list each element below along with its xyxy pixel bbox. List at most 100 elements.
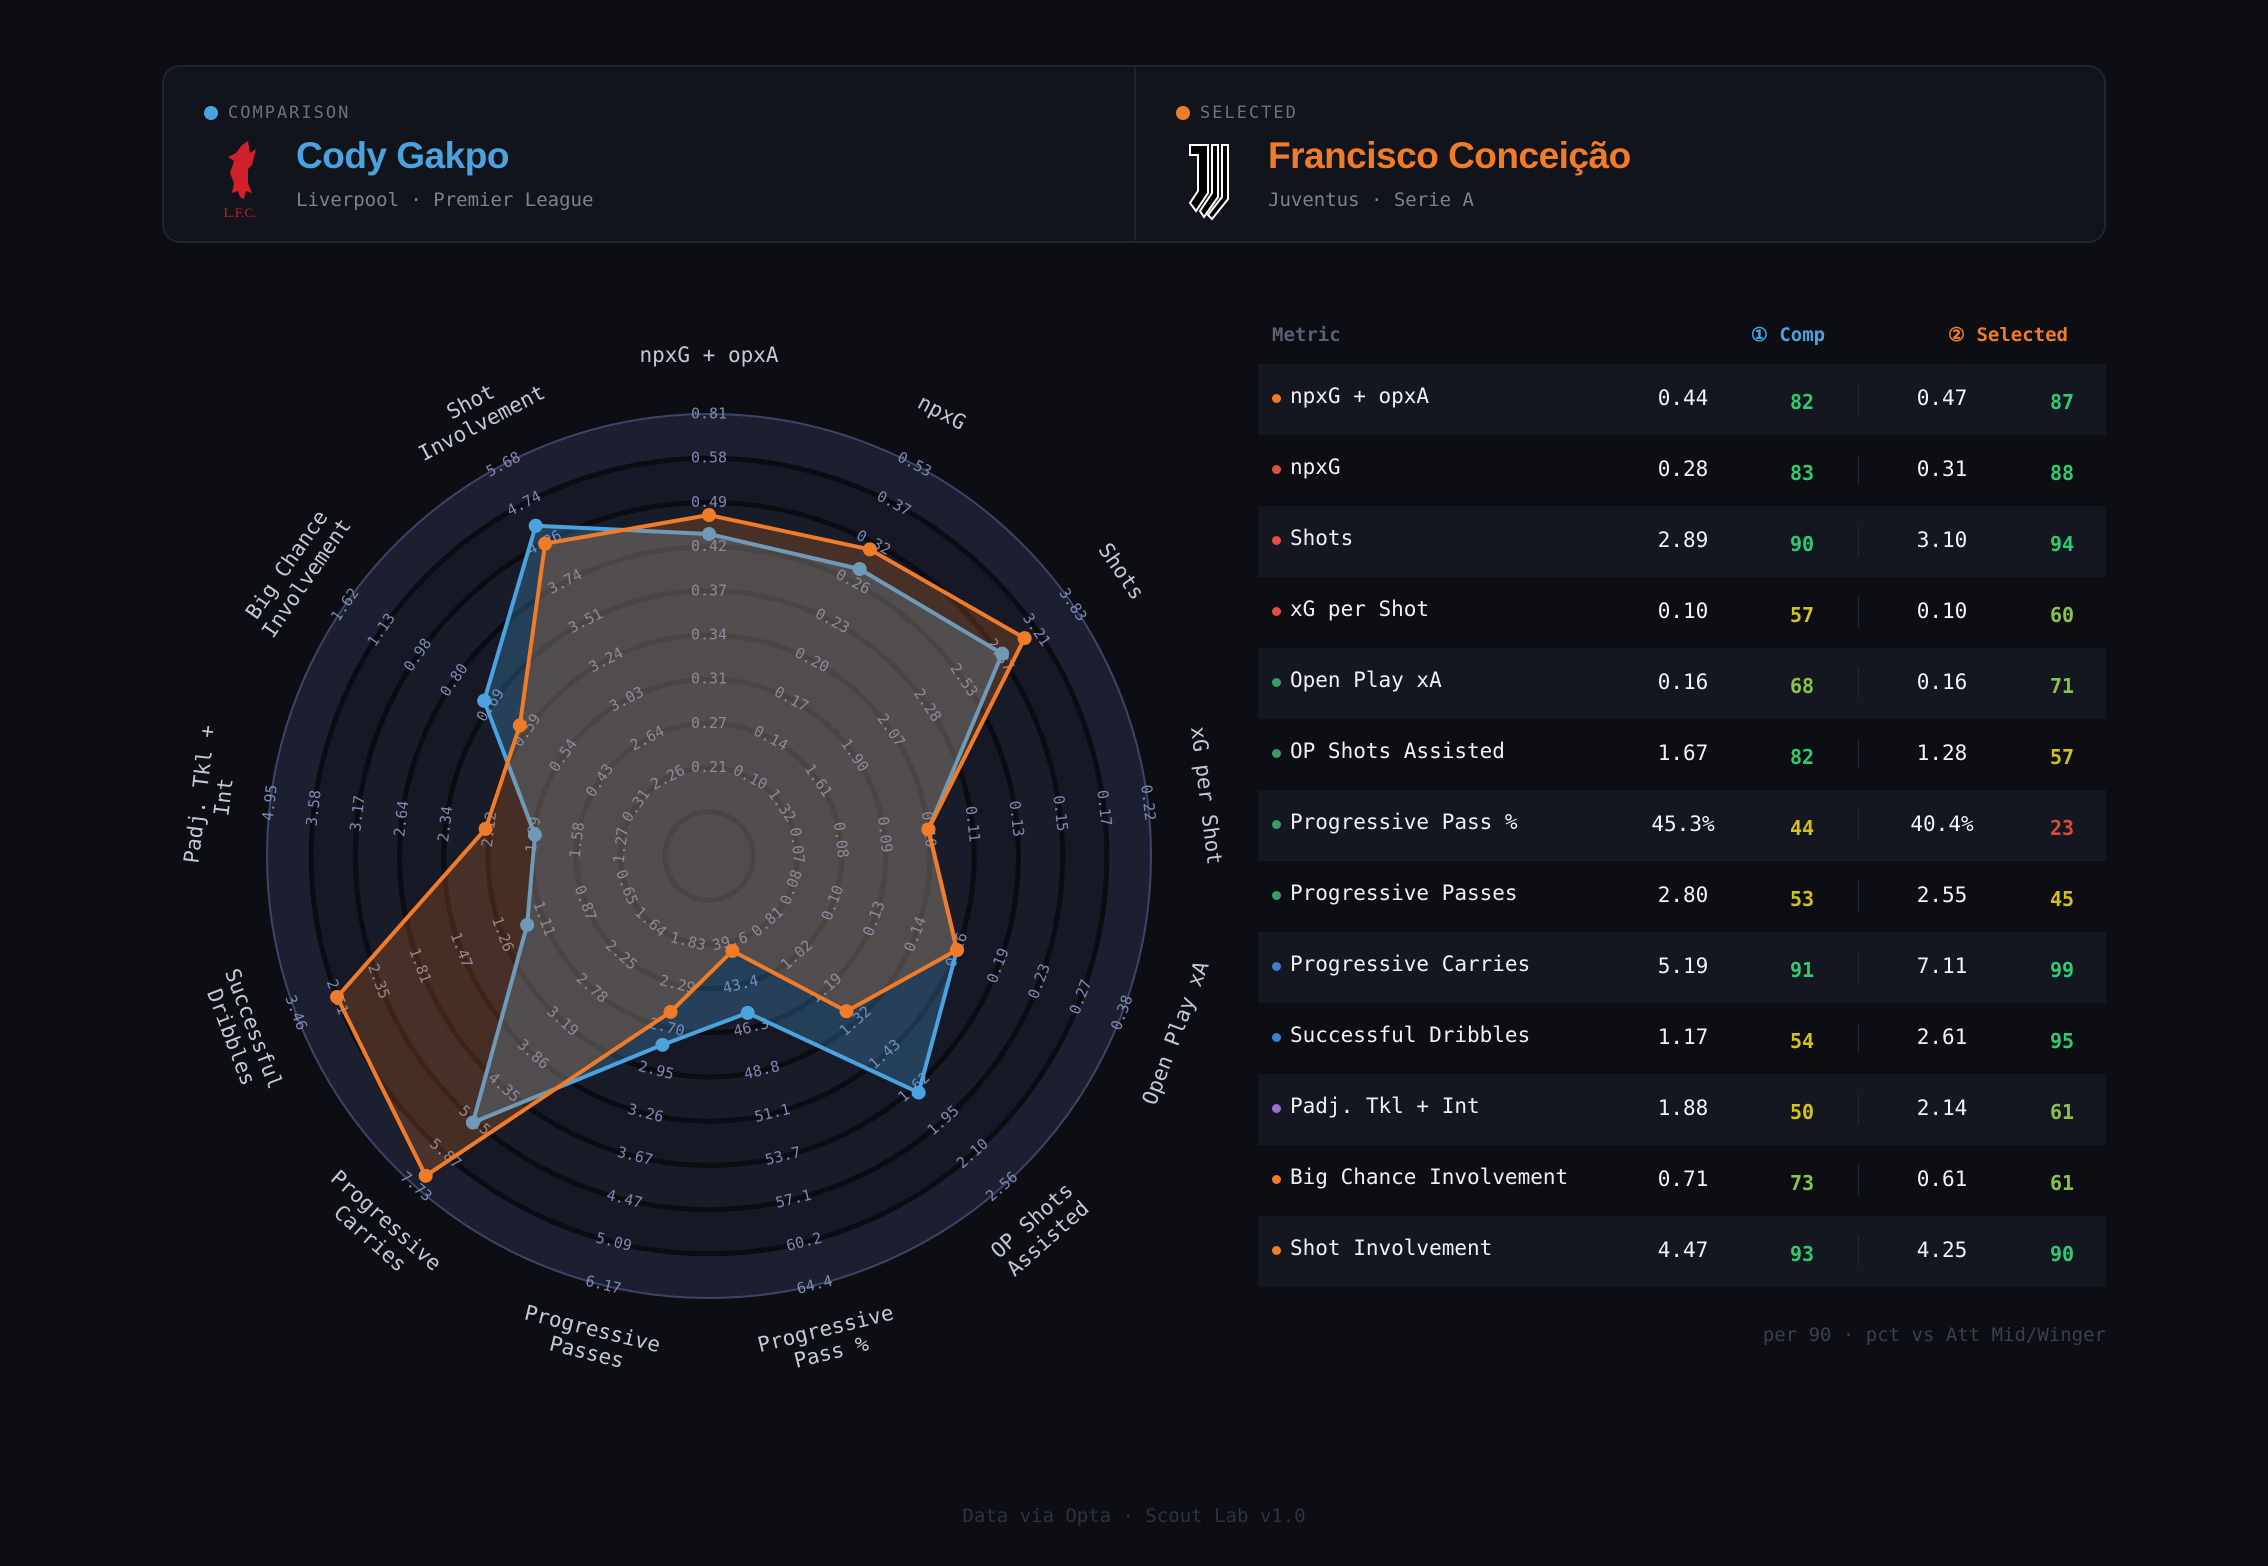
radar-tick-label: 0.42 xyxy=(691,537,727,555)
column-divider xyxy=(1858,1094,1859,1124)
column-divider xyxy=(1858,810,1859,840)
metric-name: xG per Shot xyxy=(1290,597,1430,621)
table-row[interactable]: Successful Dribbles 1.17 54 2.61 95 xyxy=(1258,1003,2106,1074)
radar-tick-label: 0.31 xyxy=(691,670,727,688)
table-row[interactable]: Shot Involvement 4.47 93 4.25 90 xyxy=(1258,1216,2106,1287)
radar-axis-label: ShotInvolvement xyxy=(403,359,548,466)
table-row[interactable]: Shots 2.89 90 3.10 94 xyxy=(1258,506,2106,577)
selected-data-point xyxy=(663,1004,678,1019)
selected-data-point xyxy=(921,822,936,837)
comp-value: 1.67 xyxy=(1657,741,1709,765)
comparison-data-point xyxy=(852,561,867,576)
selected-data-point xyxy=(725,943,740,958)
selected-value: 0.16 xyxy=(1916,670,1968,694)
comp-percentile: 50 xyxy=(1789,1100,1815,1124)
column-divider xyxy=(1858,384,1859,414)
radar-axis-label: ProgressivePass % xyxy=(755,1301,902,1381)
comparison-data-point xyxy=(702,526,716,541)
comp-value: 2.89 xyxy=(1657,528,1709,552)
table-body: npxG + opxA 0.44 82 0.47 87 npxG 0.28 83… xyxy=(1258,364,2106,1287)
table-row[interactable]: xG per Shot 0.10 57 0.10 60 xyxy=(1258,577,2106,648)
selected-percentile: 45 xyxy=(2049,887,2075,911)
radar-axis-label: Padj. Tkl +Int xyxy=(179,724,243,868)
table-row[interactable]: Progressive Carries 5.19 91 7.11 99 xyxy=(1258,932,2106,1003)
table-row[interactable]: Progressive Pass % 45.3% 44 40.4% 23 xyxy=(1258,790,2106,861)
comp-percentile: 57 xyxy=(1789,603,1815,627)
selected-percentile: 60 xyxy=(2049,603,2075,627)
selected-percentile: 95 xyxy=(2049,1029,2075,1053)
selected-percentile: 94 xyxy=(2049,532,2075,556)
selected-column-header[interactable]: ② Selected xyxy=(1948,324,2068,346)
table-row[interactable]: Big Chance Involvement 0.71 73 0.61 61 xyxy=(1258,1145,2106,1216)
radar-tick-label: 0.34 xyxy=(691,626,727,644)
selected-percentile: 61 xyxy=(2049,1171,2075,1195)
metric-name: OP Shots Assisted xyxy=(1290,739,1505,763)
comparison-tag: COMPARISON xyxy=(228,103,351,123)
comp-value: 0.71 xyxy=(1657,1167,1709,1191)
radar-tick-label: 0.58 xyxy=(691,449,727,467)
comparison-data-point xyxy=(477,693,492,708)
metric-name: Padj. Tkl + Int xyxy=(1290,1094,1480,1118)
comparison-player-name: Cody Gakpo xyxy=(296,135,509,176)
comp-column-header[interactable]: ① Comp xyxy=(1750,324,1826,346)
comp-value: 4.47 xyxy=(1657,1238,1709,1262)
table-row[interactable]: Padj. Tkl + Int 1.88 50 2.14 61 xyxy=(1258,1074,2106,1145)
selected-data-point xyxy=(512,718,527,733)
column-divider xyxy=(1858,881,1859,911)
svg-text:L.F.C.: L.F.C. xyxy=(224,205,257,220)
table-row[interactable]: OP Shots Assisted 1.67 82 1.28 57 xyxy=(1258,719,2106,790)
column-divider xyxy=(1858,526,1859,556)
column-divider xyxy=(1858,1023,1859,1053)
comp-percentile: 91 xyxy=(1789,958,1815,982)
radar-axis-label: ProgressivePasses xyxy=(516,1301,663,1381)
axis-label-line: npxG xyxy=(914,390,970,435)
radar-tick-label: 2.64 xyxy=(390,800,412,838)
metric-name: npxG + opxA xyxy=(1290,384,1430,408)
selected-player: SELECTED Francisco Conceição Juventus · … xyxy=(1134,67,2104,241)
radar-tick-label: 0.17 xyxy=(1093,789,1115,827)
selected-value: 0.47 xyxy=(1916,386,1968,410)
comp-percentile: 90 xyxy=(1789,532,1815,556)
metric-name: Successful Dribbles xyxy=(1290,1023,1531,1047)
table-row[interactable]: npxG + opxA 0.44 82 0.47 87 xyxy=(1258,364,2106,435)
comparison-series-area xyxy=(470,523,1005,1125)
category-dot-icon xyxy=(1272,678,1281,687)
selected-club: Juventus · Serie A xyxy=(1268,189,1474,211)
radar-axis-label: xG per Shot xyxy=(1186,725,1227,866)
table-row[interactable]: Open Play xA 0.16 68 0.16 71 xyxy=(1258,648,2106,719)
comparison-data-point xyxy=(995,646,1010,661)
comparison-data-point xyxy=(911,1085,926,1100)
comparison-data-point xyxy=(655,1037,670,1052)
comp-value: 0.16 xyxy=(1657,670,1709,694)
category-dot-icon xyxy=(1272,394,1281,403)
radar-tick-label: 0.07 xyxy=(786,826,808,864)
selected-player-name: Francisco Conceição xyxy=(1268,135,1631,176)
comparison-player: COMPARISON L.F.C. Cody Gakpo Liverpool ·… xyxy=(164,67,1134,241)
column-divider xyxy=(1858,1236,1859,1266)
radar-tick-label: 0.81 xyxy=(691,405,727,423)
column-divider xyxy=(1858,739,1859,769)
category-dot-icon xyxy=(1272,1104,1281,1113)
comp-percentile: 82 xyxy=(1789,390,1815,414)
axis-label-line: Open Play xA xyxy=(1137,957,1213,1108)
comp-value: 0.44 xyxy=(1657,386,1709,410)
radar-tick-label: 4.95 xyxy=(259,784,281,822)
selected-value: 2.55 xyxy=(1916,883,1968,907)
selected-percentile: 88 xyxy=(2049,461,2075,485)
selected-value: 0.10 xyxy=(1916,599,1968,623)
table-row[interactable]: Progressive Passes 2.80 53 2.55 45 xyxy=(1258,861,2106,932)
selected-value: 4.25 xyxy=(1916,1238,1968,1262)
radar-tick-label: 0.49 xyxy=(691,493,727,511)
selected-value: 7.11 xyxy=(1916,954,1968,978)
table-row[interactable]: npxG 0.28 83 0.31 88 xyxy=(1258,435,2106,506)
radar-tick-label: 3.17 xyxy=(346,794,368,832)
comparison-dot-icon xyxy=(204,106,218,120)
axis-label-line: npxG + opxA xyxy=(639,343,778,367)
radar-tick-label: 0.22 xyxy=(1137,784,1159,822)
radar-tick-label: 0.08 xyxy=(830,821,852,859)
comparison-data-point xyxy=(528,518,543,533)
radar-axis-label: SuccessfulDribbles xyxy=(198,965,288,1100)
column-divider xyxy=(1858,597,1859,627)
selected-value: 3.10 xyxy=(1916,528,1968,552)
comp-percentile: 53 xyxy=(1789,887,1815,911)
